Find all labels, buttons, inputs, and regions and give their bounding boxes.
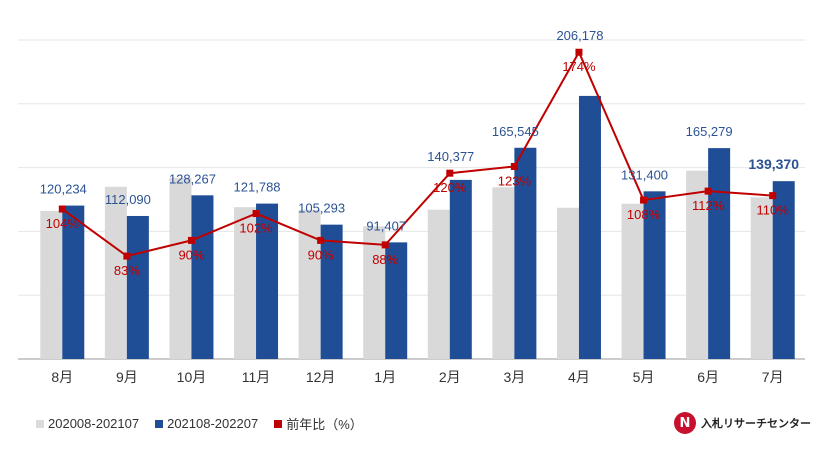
- bar-prev: [556, 207, 579, 359]
- yoy-value-label: 110%: [757, 203, 790, 218]
- x-tick-label: 10月: [177, 369, 207, 385]
- yoy-point: [640, 196, 648, 204]
- logo-mark-icon: N: [674, 412, 696, 434]
- legend-item-yoy: 前年比（%）: [274, 414, 363, 433]
- x-tick-label: 9月: [116, 369, 138, 385]
- yoy-point: [381, 241, 389, 249]
- legend-swatch-yoy: [274, 419, 283, 428]
- yoy-point: [187, 236, 195, 244]
- yoy-value-label: 112%: [692, 198, 725, 213]
- yoy-point: [769, 192, 777, 200]
- logo-text: 入札リサーチセンター: [701, 418, 811, 430]
- x-tick-label: 8月: [51, 369, 73, 385]
- current-value-label: 112,090: [105, 192, 151, 207]
- current-value-label: 139,370: [748, 156, 799, 172]
- current-value-label: 91,407: [366, 218, 406, 233]
- current-value-label: 206,178: [556, 28, 603, 43]
- yoy-value-label: 102%: [239, 221, 273, 236]
- current-value-label: 131,400: [621, 167, 668, 182]
- bar-current: [256, 203, 279, 359]
- current-value-label: 165,279: [686, 124, 733, 139]
- bar-prev: [427, 209, 450, 359]
- bar-current: [320, 224, 343, 359]
- bar-current: [708, 148, 731, 359]
- x-tick-label: 5月: [633, 369, 655, 385]
- yoy-value-label: 120%: [433, 180, 467, 195]
- bar-current: [578, 95, 601, 359]
- legend-swatch-prev: [36, 419, 44, 428]
- legend-label-current: 202108-202207: [167, 416, 259, 431]
- yoy-value-label: 123%: [498, 173, 532, 188]
- x-tick-label: 6月: [697, 369, 719, 385]
- bar-current: [385, 242, 408, 359]
- yoy-line: [61, 50, 773, 258]
- x-tick-label: 2月: [439, 369, 461, 385]
- yoy-value-label: 108%: [627, 207, 661, 222]
- yoy-point: [317, 236, 325, 244]
- yoy-value-label: 174%: [562, 59, 596, 74]
- bar-prev: [104, 186, 127, 359]
- current-value-label: 128,267: [169, 171, 216, 186]
- brand-logo: N 入札リサーチセンター: [674, 412, 811, 434]
- legend: 202008-202107 202108-202207 前年比（%）: [36, 414, 379, 433]
- yoy-value-label: 83%: [114, 263, 140, 278]
- bar-prev: [169, 177, 192, 359]
- bar-prev: [234, 207, 257, 359]
- current-value-label: 121,788: [234, 180, 281, 195]
- x-tick-label: 12月: [306, 369, 336, 385]
- bar-prev: [621, 203, 644, 359]
- legend-item-prev: 202008-202107: [36, 416, 139, 431]
- yoy-point: [575, 48, 583, 56]
- yoy-value-label: 90%: [308, 247, 334, 262]
- bar-current: [643, 191, 666, 359]
- current-value-label: 165,545: [492, 124, 539, 139]
- current-value-label: 105,293: [298, 201, 345, 216]
- yoy-point: [446, 169, 454, 177]
- bar-prev: [40, 210, 63, 359]
- x-tick-label: 3月: [503, 369, 525, 385]
- x-tick-label: 7月: [762, 369, 784, 385]
- bar-current: [772, 181, 795, 359]
- x-tick-label: 4月: [568, 369, 590, 385]
- bar-prev: [686, 170, 709, 359]
- chart: 8月 9月 10月 11月 12月 1月 2月 3月 4月 5月 6月 7月 120,234 112,09…: [18, 28, 805, 385]
- legend-label-yoy: 前年比（%）: [286, 417, 363, 432]
- x-tick-label: 1月: [374, 369, 396, 385]
- legend-swatch-current: [155, 419, 164, 428]
- yoy-point: [704, 187, 712, 195]
- bar-current: [62, 205, 85, 359]
- legend-label-prev: 202008-202107: [48, 416, 140, 431]
- yoy-point: [123, 252, 131, 260]
- bar-prev: [750, 197, 773, 359]
- yoy-value-label: 88%: [372, 252, 398, 267]
- yoy-point: [58, 205, 66, 213]
- bar-current: [449, 179, 472, 359]
- yoy-value-label: 90%: [178, 247, 204, 262]
- x-tick-label: 11月: [242, 369, 271, 385]
- legend-item-current: 202108-202207: [155, 416, 258, 431]
- yoy-point: [510, 162, 518, 170]
- bar-current: [191, 195, 214, 359]
- yoy-value-label: 104%: [46, 216, 80, 231]
- yoy-point: [252, 210, 260, 218]
- bar-prev: [298, 209, 321, 359]
- bar-current: [126, 215, 149, 359]
- bar-current: [514, 147, 537, 359]
- bar-prev: [363, 226, 386, 359]
- current-value-label: 120,234: [40, 182, 87, 197]
- bar-prev: [492, 187, 515, 359]
- current-value-label: 140,377: [427, 149, 474, 164]
